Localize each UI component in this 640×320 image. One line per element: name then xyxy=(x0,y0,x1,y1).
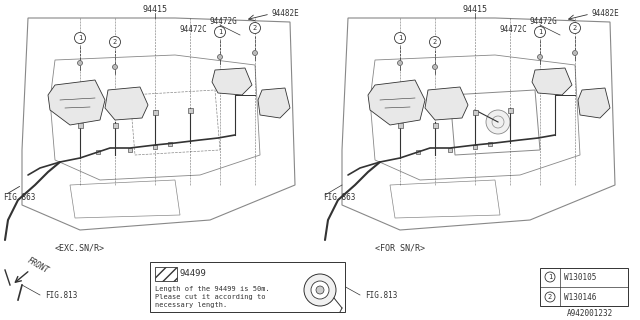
Circle shape xyxy=(109,36,120,47)
Text: 2: 2 xyxy=(433,39,437,45)
Circle shape xyxy=(429,36,440,47)
Bar xyxy=(398,123,403,128)
Text: 94482E: 94482E xyxy=(272,10,300,19)
Circle shape xyxy=(304,274,336,306)
Bar xyxy=(448,148,452,152)
Bar xyxy=(508,108,513,113)
Circle shape xyxy=(316,286,324,294)
Bar xyxy=(153,145,157,149)
Text: A942001232: A942001232 xyxy=(567,309,613,318)
Text: 1: 1 xyxy=(548,274,552,280)
Bar xyxy=(150,262,345,312)
Circle shape xyxy=(545,292,555,302)
Text: 94415: 94415 xyxy=(143,5,168,14)
Text: 1: 1 xyxy=(398,35,402,41)
Text: 94482E: 94482E xyxy=(592,10,620,19)
Text: 2: 2 xyxy=(113,39,117,45)
Polygon shape xyxy=(368,80,425,125)
Text: Please cut it according to: Please cut it according to xyxy=(155,294,266,300)
Circle shape xyxy=(218,54,223,60)
Text: 2: 2 xyxy=(253,25,257,31)
Bar xyxy=(473,110,478,115)
Bar xyxy=(128,148,132,152)
Bar xyxy=(168,142,172,146)
Circle shape xyxy=(486,110,510,134)
Circle shape xyxy=(394,33,406,44)
Text: <EXC.SN/R>: <EXC.SN/R> xyxy=(55,244,105,252)
Circle shape xyxy=(397,60,403,66)
Polygon shape xyxy=(578,88,610,118)
Text: FIG.813: FIG.813 xyxy=(365,291,397,300)
Text: W130146: W130146 xyxy=(564,292,596,301)
Text: FIG.863: FIG.863 xyxy=(3,194,35,203)
Bar xyxy=(416,150,420,154)
Circle shape xyxy=(77,60,83,66)
Text: necessary length.: necessary length. xyxy=(155,302,227,308)
Text: 94499: 94499 xyxy=(180,269,207,278)
Text: Length of the 94499 is 50m.: Length of the 94499 is 50m. xyxy=(155,286,269,292)
Circle shape xyxy=(534,27,545,37)
Circle shape xyxy=(570,22,580,34)
Bar xyxy=(540,268,628,306)
Circle shape xyxy=(311,281,329,299)
Bar xyxy=(78,123,83,128)
Polygon shape xyxy=(105,87,148,120)
Circle shape xyxy=(113,65,118,69)
Bar xyxy=(155,267,177,281)
Bar xyxy=(113,123,118,128)
Text: 94472G: 94472G xyxy=(530,18,557,27)
Polygon shape xyxy=(212,68,252,95)
Circle shape xyxy=(433,65,438,69)
Bar xyxy=(473,145,477,149)
Text: FIG.813: FIG.813 xyxy=(45,291,77,300)
Text: 2: 2 xyxy=(573,25,577,31)
Polygon shape xyxy=(258,88,290,118)
Text: W130105: W130105 xyxy=(564,273,596,282)
Polygon shape xyxy=(425,87,468,120)
Circle shape xyxy=(250,22,260,34)
Text: 2: 2 xyxy=(548,294,552,300)
Text: 1: 1 xyxy=(538,29,542,35)
Text: 1: 1 xyxy=(78,35,82,41)
Text: 94472C: 94472C xyxy=(180,26,208,35)
Circle shape xyxy=(74,33,86,44)
Polygon shape xyxy=(532,68,572,95)
Bar xyxy=(488,142,492,146)
Bar xyxy=(96,150,100,154)
Text: 94472C: 94472C xyxy=(500,26,528,35)
Text: <FOR SN/R>: <FOR SN/R> xyxy=(375,244,425,252)
Circle shape xyxy=(538,54,543,60)
Circle shape xyxy=(573,51,577,55)
Text: FIG.863: FIG.863 xyxy=(323,194,355,203)
Text: 94415: 94415 xyxy=(463,5,488,14)
Bar xyxy=(433,123,438,128)
Text: 94472G: 94472G xyxy=(210,18,237,27)
Circle shape xyxy=(214,27,225,37)
Polygon shape xyxy=(48,80,105,125)
Circle shape xyxy=(545,272,555,282)
Bar xyxy=(153,110,158,115)
Bar xyxy=(188,108,193,113)
Text: FRONT: FRONT xyxy=(26,256,51,276)
Text: 1: 1 xyxy=(218,29,222,35)
Circle shape xyxy=(253,51,257,55)
